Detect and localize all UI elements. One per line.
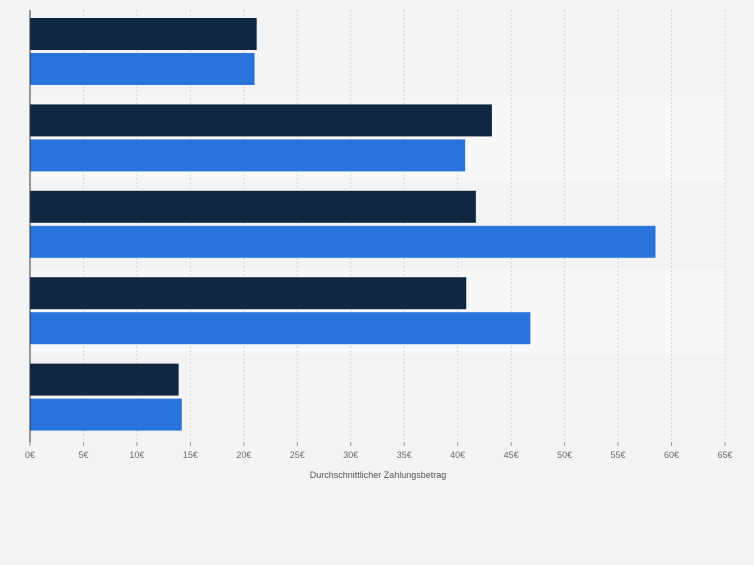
x-tick-label: 55€ (611, 450, 626, 460)
x-tick-label: 65€ (717, 450, 732, 460)
bar-series-1-category-1 (30, 18, 257, 50)
x-tick-label: 20€ (236, 450, 251, 460)
bar-series-2-category-2 (30, 139, 466, 172)
bar-series-2-category-1 (30, 53, 255, 85)
x-tick-label: 25€ (290, 450, 305, 460)
bar-series-1-category-3 (30, 190, 476, 223)
x-tick-label: 0€ (25, 450, 35, 460)
x-tick-labels: 0€ 5€ 10€ 15€ 20€ 25€ 30€ 35€ 40€ 45€ 50€ 55€ 60€ 65€ (25, 450, 733, 460)
x-tick-label: 10€ (129, 450, 144, 460)
bar-series-1-category-5 (30, 363, 179, 396)
bar-series-1-category-4 (30, 277, 467, 310)
bar-series-2-category-3 (30, 225, 656, 258)
x-tick-label: 35€ (397, 450, 412, 460)
x-tick-label: 60€ (664, 450, 679, 460)
bar-series-1-category-2 (30, 104, 492, 137)
bars (30, 18, 656, 431)
x-tick-label: 45€ (504, 450, 519, 460)
bar-series-2-category-4 (30, 312, 531, 345)
x-axis-title: Durchschnittlicher Zahlungsbetrag (310, 470, 447, 480)
bar-series-2-category-5 (30, 398, 182, 431)
x-tick-label: 30€ (343, 450, 358, 460)
x-tick-label: 15€ (183, 450, 198, 460)
x-tick-label: 5€ (78, 450, 88, 460)
x-tick-label: 40€ (450, 450, 465, 460)
x-tick-label: 50€ (557, 450, 572, 460)
